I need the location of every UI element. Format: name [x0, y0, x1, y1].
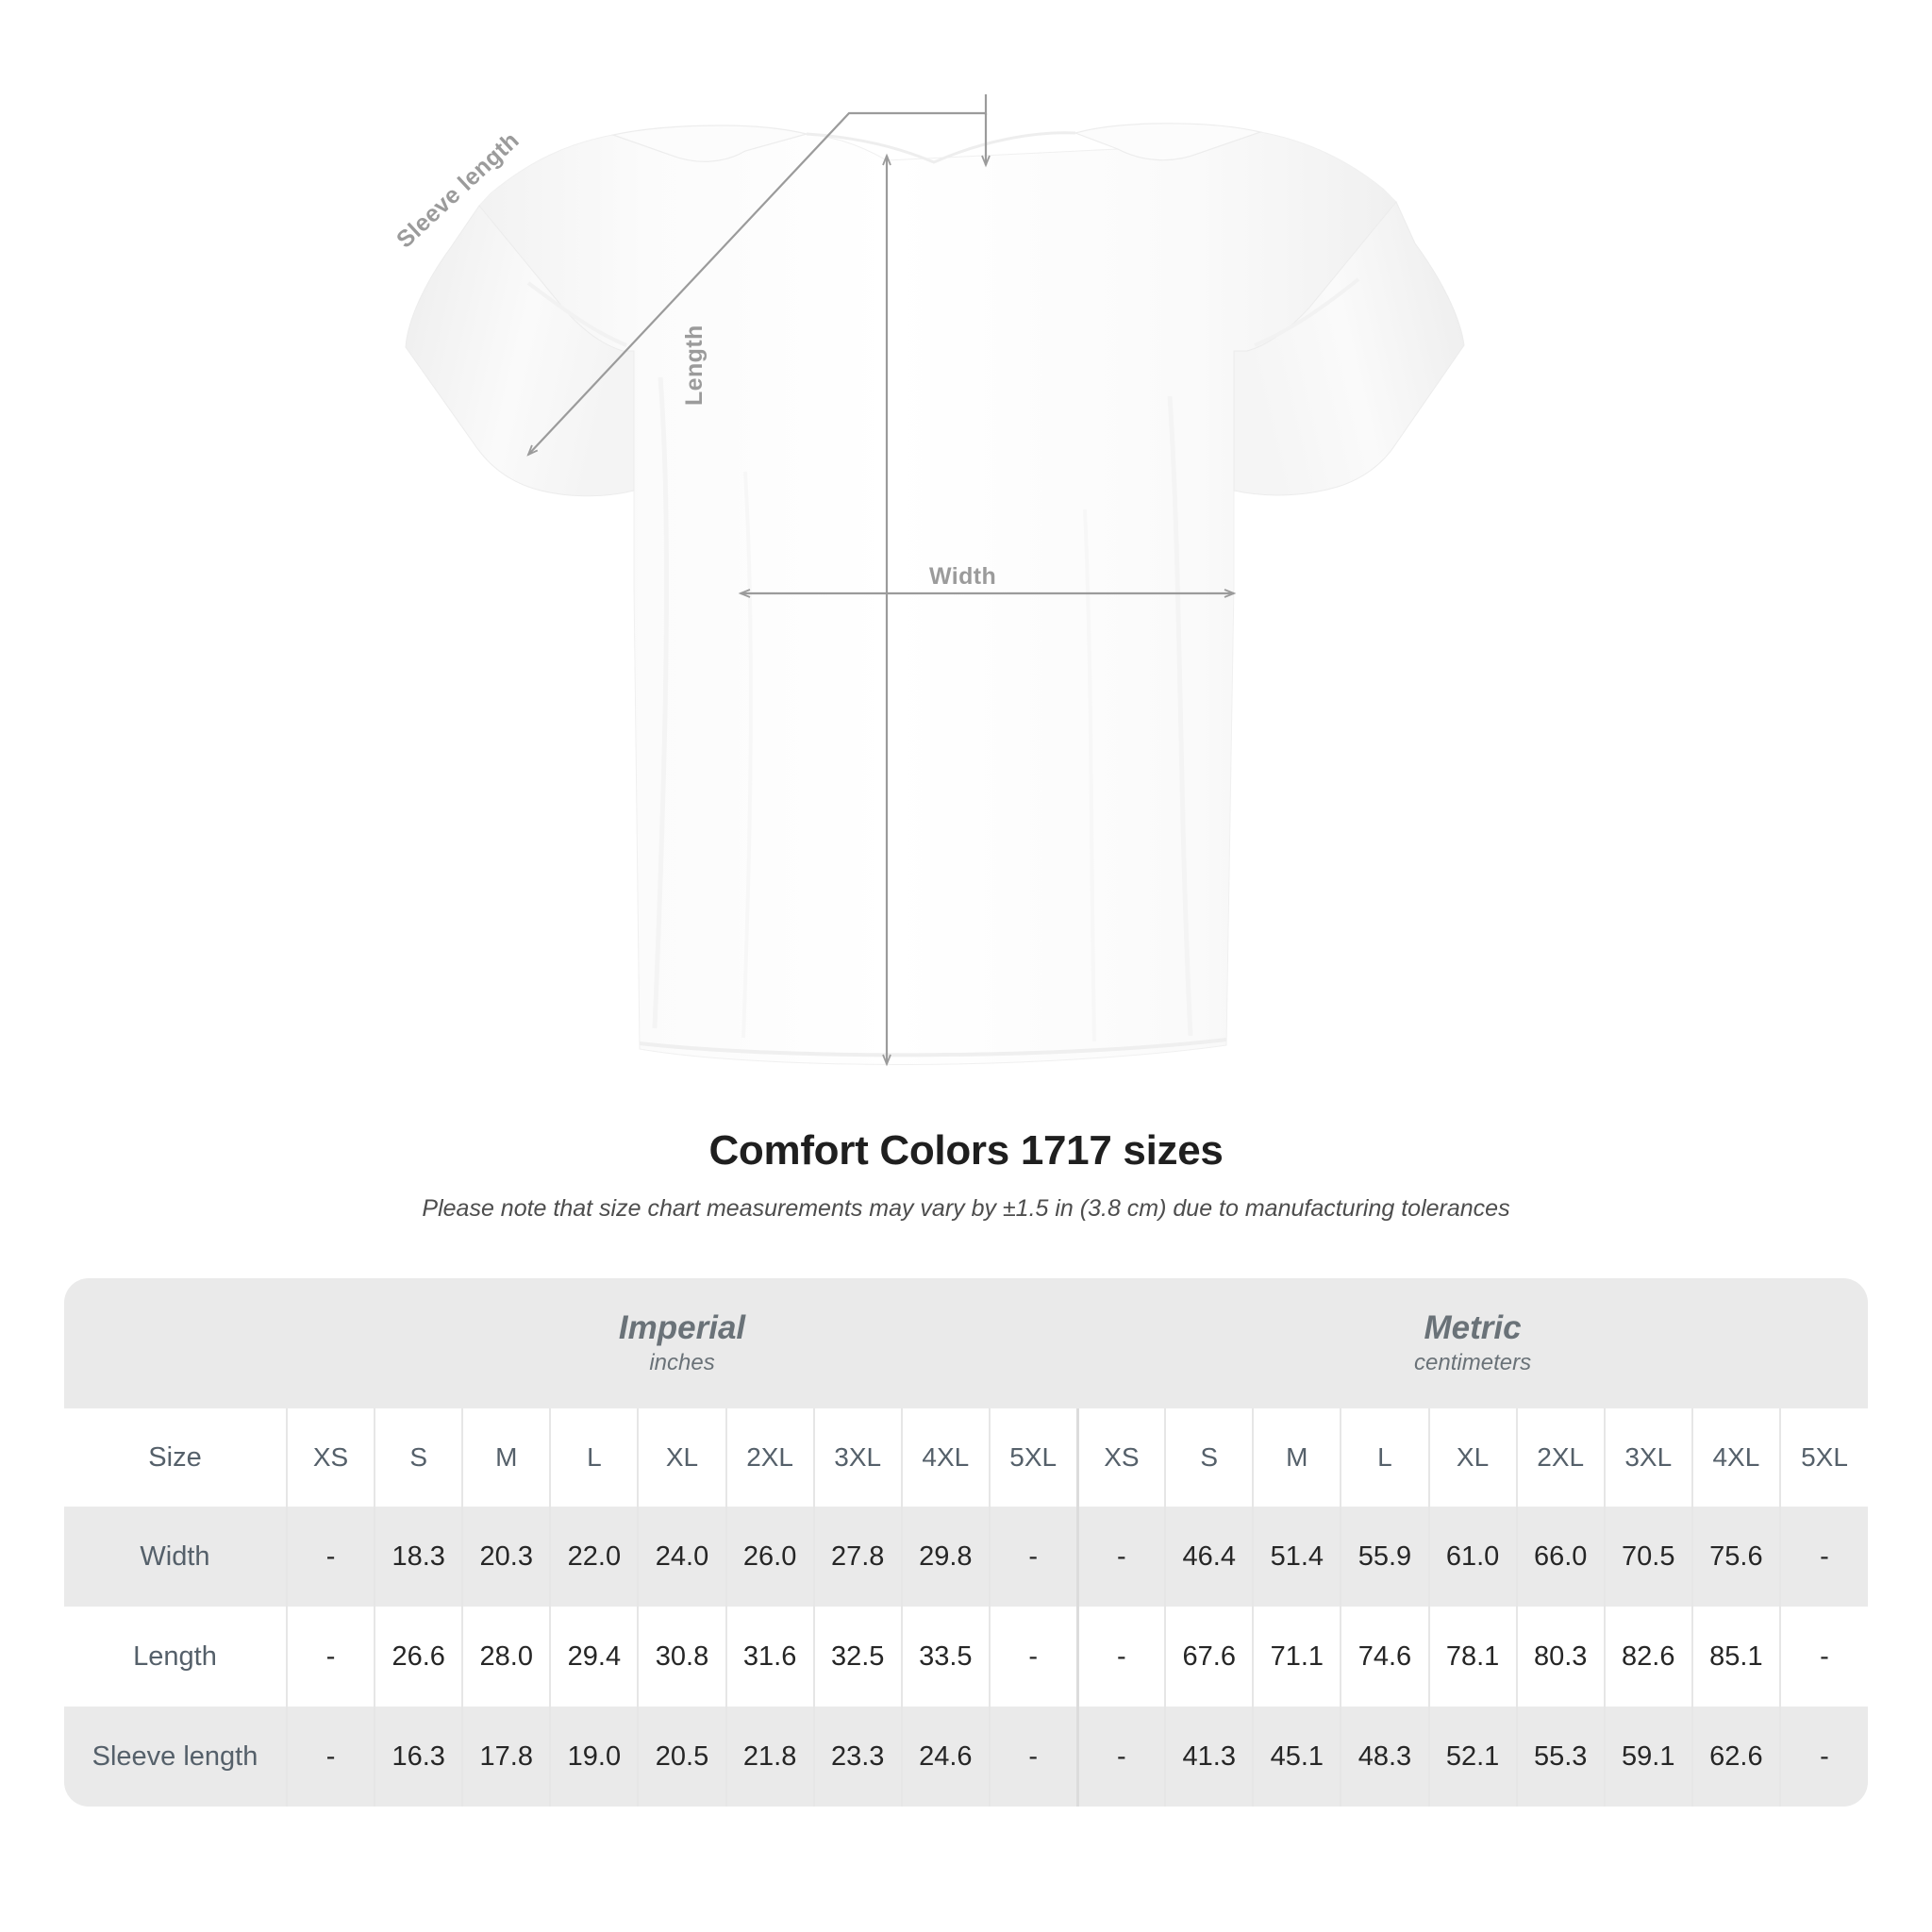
unit-banner-row: Imperial inches Metric centimeters [64, 1278, 1869, 1408]
size-column-header-metric-l: L [1340, 1408, 1429, 1507]
cell-width-metric-l: 55.9 [1340, 1507, 1429, 1607]
cell-width-metric-3xl: 70.5 [1603, 1507, 1692, 1607]
length-dimension-label: Length [681, 325, 708, 406]
cell-length-imperial-xs: - [285, 1607, 375, 1707]
cell-width-imperial-xs: - [285, 1507, 375, 1607]
size-column-header-metric-5xl: 5XL [1778, 1408, 1869, 1507]
cell-width-imperial-3xl: 27.8 [812, 1507, 902, 1607]
cell-sleeve-length-imperial-xl: 20.5 [637, 1707, 726, 1807]
cell-length-imperial-4xl: 33.5 [900, 1607, 990, 1707]
cell-width-metric-5xl: - [1778, 1507, 1869, 1607]
cell-length-imperial-2xl: 31.6 [724, 1607, 814, 1707]
cell-length-imperial-s: 26.6 [374, 1607, 463, 1707]
chart-title-block: Comfort Colors 1717 sizes Please note th… [0, 1127, 1932, 1223]
cell-width-imperial-xl: 24.0 [637, 1507, 726, 1607]
width-dimension-label: Width [929, 563, 997, 590]
size-column-header-imperial-xs: XS [285, 1408, 375, 1507]
size-chart-table: Imperial inches Metric centimeters Size XS S M L… [64, 1278, 1869, 1807]
size-column-header-metric-xl: XL [1427, 1408, 1517, 1507]
cell-sleeve-length-imperial-l: 19.0 [549, 1707, 639, 1807]
size-column-header-metric-xs: XS [1075, 1408, 1166, 1507]
cell-width-imperial-m: 20.3 [461, 1507, 551, 1607]
cell-width-metric-xl: 61.0 [1427, 1507, 1517, 1607]
cell-length-metric-xl: 78.1 [1427, 1607, 1517, 1707]
size-column-header-imperial-l: L [549, 1408, 639, 1507]
size-column-header-imperial-3xl: 3XL [812, 1408, 902, 1507]
cell-sleeve-length-metric-l: 48.3 [1340, 1707, 1429, 1807]
cell-length-imperial-5xl: - [988, 1607, 1078, 1707]
unit-spacer [64, 1278, 287, 1408]
cell-sleeve-length-imperial-m: 17.8 [461, 1707, 551, 1807]
cell-width-imperial-5xl: - [988, 1507, 1078, 1607]
size-column-header-metric-s: S [1164, 1408, 1254, 1507]
size-column-header-imperial-s: S [374, 1408, 463, 1507]
cell-width-imperial-s: 18.3 [374, 1507, 463, 1607]
size-column-header-imperial-m: M [461, 1408, 551, 1507]
row-label-length: Length [64, 1607, 287, 1707]
cell-width-metric-xs: - [1075, 1507, 1166, 1607]
cell-sleeve-length-metric-s: 41.3 [1164, 1707, 1254, 1807]
size-column-header-metric-4xl: 4XL [1690, 1408, 1780, 1507]
cell-sleeve-length-metric-xl: 52.1 [1427, 1707, 1517, 1807]
unit-subtitle: centimeters [1414, 1349, 1532, 1375]
cell-sleeve-length-imperial-xs: - [285, 1707, 375, 1807]
cell-sleeve-length-imperial-s: 16.3 [374, 1707, 463, 1807]
size-column-header-imperial-4xl: 4XL [900, 1408, 990, 1507]
unit-name: Metric [1424, 1309, 1522, 1347]
size-header-label: Size [64, 1408, 287, 1507]
tshirt-illustration [405, 94, 1465, 1067]
cell-sleeve-length-metric-5xl: - [1778, 1707, 1869, 1807]
cell-width-metric-m: 51.4 [1252, 1507, 1341, 1607]
cell-sleeve-length-metric-3xl: 59.1 [1603, 1707, 1692, 1807]
cell-sleeve-length-metric-m: 45.1 [1252, 1707, 1341, 1807]
cell-sleeve-length-imperial-3xl: 23.3 [812, 1707, 902, 1807]
tshirt-diagram: Sleeve length Length Width [391, 94, 1465, 1067]
size-column-header-metric-2xl: 2XL [1515, 1408, 1605, 1507]
cell-width-metric-s: 46.4 [1164, 1507, 1254, 1607]
cell-sleeve-length-metric-2xl: 55.3 [1515, 1707, 1605, 1807]
measurement-guides [526, 94, 1237, 1067]
cell-width-metric-4xl: 75.6 [1690, 1507, 1780, 1607]
unit-header-metric: Metric centimeters [1077, 1278, 1869, 1408]
cell-width-imperial-2xl: 26.0 [724, 1507, 814, 1607]
unit-name: Imperial [618, 1309, 746, 1347]
size-column-header-metric-3xl: 3XL [1603, 1408, 1692, 1507]
cell-sleeve-length-imperial-2xl: 21.8 [724, 1707, 814, 1807]
size-chart-table-wrapper: Imperial inches Metric centimeters Size XS S M L… [64, 1278, 1869, 1807]
size-column-header-metric-m: M [1252, 1408, 1341, 1507]
cell-length-metric-3xl: 82.6 [1603, 1607, 1692, 1707]
tolerance-note: Please note that size chart measurements… [422, 1195, 1510, 1222]
shirt-silhouette [405, 123, 1465, 1065]
cell-length-imperial-m: 28.0 [461, 1607, 551, 1707]
cell-width-metric-2xl: 66.0 [1515, 1507, 1605, 1607]
table-row: Length -26.6 28.0 29.4 30.8 31.6 32.5 33.5- -67.… [64, 1607, 1869, 1707]
cell-sleeve-length-imperial-5xl: - [988, 1707, 1078, 1807]
row-label-width: Width [64, 1507, 287, 1607]
cell-length-metric-5xl: - [1778, 1607, 1869, 1707]
unit-header-imperial: Imperial inches [287, 1278, 1078, 1408]
cell-sleeve-length-metric-4xl: 62.6 [1690, 1707, 1780, 1807]
size-column-header-imperial-5xl: 5XL [988, 1408, 1078, 1507]
cell-width-imperial-4xl: 29.8 [900, 1507, 990, 1607]
unit-subtitle: inches [649, 1349, 715, 1375]
table-row: Sleeve length -16.3 17.8 19.0 20.5 21.8 23.3 24… [64, 1707, 1869, 1807]
size-column-header-imperial-2xl: 2XL [724, 1408, 814, 1507]
cell-length-metric-2xl: 80.3 [1515, 1607, 1605, 1707]
cell-length-imperial-l: 29.4 [549, 1607, 639, 1707]
cell-length-metric-4xl: 85.1 [1690, 1607, 1780, 1707]
cell-sleeve-length-imperial-4xl: 24.6 [900, 1707, 990, 1807]
cell-sleeve-length-metric-xs: - [1075, 1707, 1166, 1807]
cell-length-imperial-3xl: 32.5 [812, 1607, 902, 1707]
size-column-header-imperial-xl: XL [637, 1408, 726, 1507]
cell-length-metric-l: 74.6 [1340, 1607, 1429, 1707]
cell-width-imperial-l: 22.0 [549, 1507, 639, 1607]
cell-length-metric-xs: - [1075, 1607, 1166, 1707]
size-header-row: Size XS S M L XL 2XL 3XL 4XL 5XL XS S M L XL 2XL 3XL 4XL 5… [64, 1408, 1869, 1507]
cell-length-imperial-xl: 30.8 [637, 1607, 726, 1707]
table-row: Width -18.3 20.3 22.0 24.0 26.0 27.8 29.8- -46.4… [64, 1507, 1869, 1607]
row-label-sleeve-length: Sleeve length [64, 1707, 287, 1807]
page-title: Comfort Colors 1717 sizes [708, 1127, 1224, 1174]
cell-length-metric-m: 71.1 [1252, 1607, 1341, 1707]
cell-length-metric-s: 67.6 [1164, 1607, 1254, 1707]
